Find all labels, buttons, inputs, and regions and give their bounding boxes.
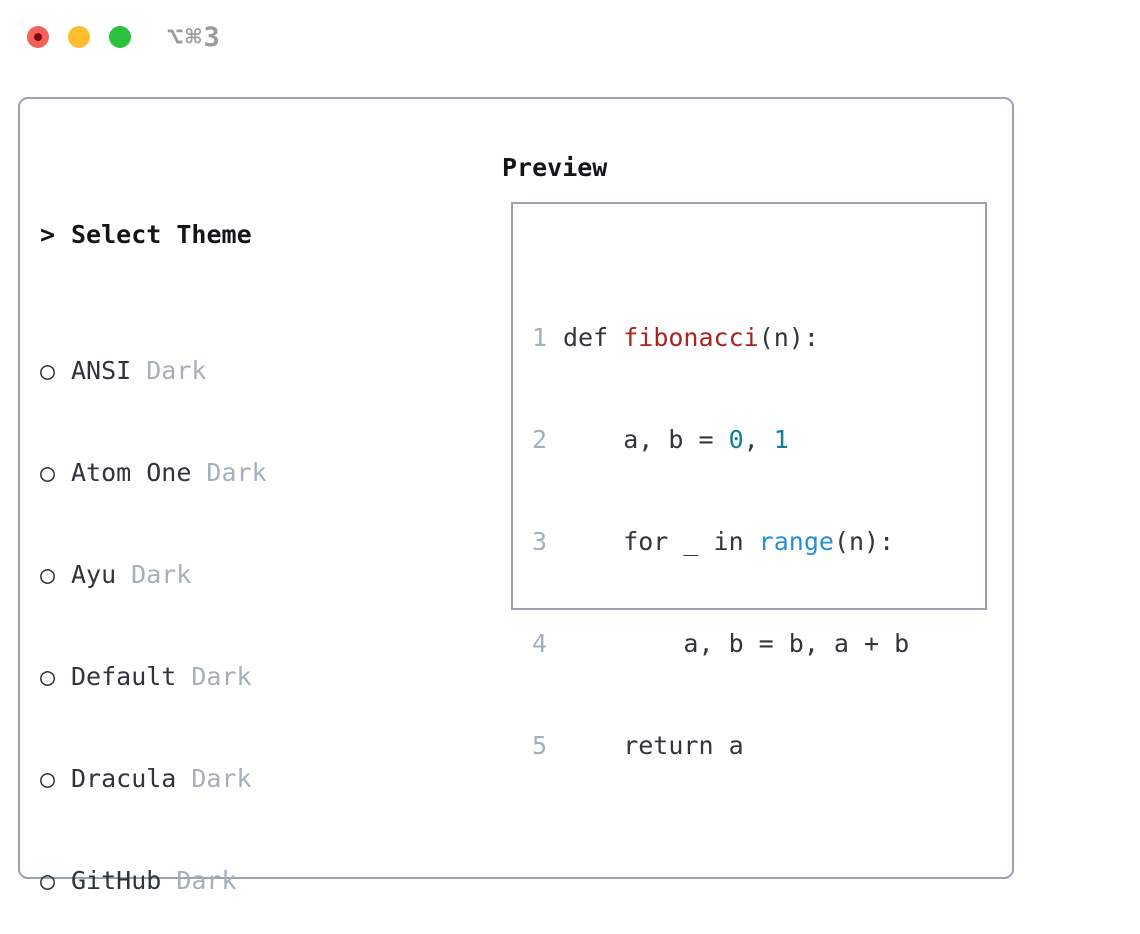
theme-item-default-dark[interactable]: ○ Default Dark (40, 660, 485, 694)
traffic-lights (27, 26, 150, 48)
number-token: 0 (728, 425, 744, 454)
theme-variant: Dark (131, 560, 192, 589)
theme-variant: Dark (191, 764, 252, 793)
select-theme-label: Select Theme (71, 220, 252, 249)
code-line: 1 def fibonacci(n): (532, 321, 969, 355)
line-number: 1 (532, 323, 548, 352)
radio-icon: ○ (40, 458, 56, 487)
code-line: 2 a, b = 0, 1 (532, 423, 969, 457)
code-token: (n): (833, 527, 895, 556)
theme-selector-panel: > Select Theme ○ ANSI Dark ○ Atom One Dark ○ A… (18, 97, 1014, 895)
theme-item-github-dark[interactable]: ○ GitHub Dark (40, 864, 485, 898)
theme-item-atom-one-dark[interactable]: ○ Atom One Dark (40, 456, 485, 490)
code-token: return a (563, 731, 744, 760)
preview-pane: 1 def fibonacci(n): 2 a, b = 0, 1 3 for _… (511, 202, 987, 760)
prompt-caret-icon: > (40, 220, 56, 249)
theme-name: Dracula (71, 764, 177, 793)
theme-item-ayu-dark[interactable]: ○ Ayu Dark (40, 558, 485, 592)
theme-name: ANSI (71, 356, 132, 385)
close-dot-icon (34, 33, 42, 41)
theme-variant: Dark (176, 866, 237, 895)
function-name-token: fibonacci (623, 323, 759, 352)
theme-item-ansi-dark[interactable]: ○ ANSI Dark (40, 354, 485, 388)
theme-name: Default (71, 662, 177, 691)
line-number: 3 (532, 527, 548, 556)
builtin-token: range (758, 527, 834, 556)
radio-icon: ○ (40, 764, 56, 793)
theme-variant: Dark (206, 458, 267, 487)
theme-item-dracula-dark[interactable]: ○ Dracula Dark (40, 762, 485, 796)
theme-name: GitHub (71, 866, 162, 895)
maximize-button[interactable] (109, 26, 131, 48)
code-line-blank (532, 831, 969, 865)
code-token: for _ in (563, 527, 759, 556)
code-token: a, b = (563, 425, 729, 454)
radio-icon: ○ (40, 560, 56, 589)
code-token: a, b = b, a + b (563, 629, 910, 658)
radio-icon: ○ (40, 356, 56, 385)
code-line: 3 for _ in range(n): (532, 525, 969, 559)
preview-header: Preview (502, 153, 608, 182)
theme-variant: Dark (146, 356, 207, 385)
minimize-button[interactable] (68, 26, 90, 48)
code-token: def (563, 323, 624, 352)
theme-name: Atom One (71, 458, 192, 487)
code-line: 4 a, b = b, a + b (532, 627, 969, 661)
code-preview: 1 def fibonacci(n): 2 a, b = 0, 1 3 for _… (532, 253, 969, 934)
window-title: ⌥⌘3 (167, 22, 222, 53)
line-number: 4 (532, 629, 548, 658)
line-number: 2 (532, 425, 548, 454)
code-token: , (743, 425, 774, 454)
line-number: 5 (532, 731, 548, 760)
line-number (532, 831, 563, 865)
select-theme-header: > Select Theme (40, 218, 485, 252)
radio-icon: ○ (40, 662, 56, 691)
number-token: 1 (773, 425, 789, 454)
close-button[interactable] (27, 26, 49, 48)
code-line: 5 return a (532, 729, 969, 763)
theme-name: Ayu (71, 560, 117, 589)
theme-variant: Dark (191, 662, 252, 691)
theme-list: > Select Theme ○ ANSI Dark ○ Atom One Dark ○ A… (40, 150, 485, 934)
titlebar: ⌥⌘3 (0, 0, 1140, 75)
code-token: (n): (758, 323, 819, 352)
radio-icon: ○ (40, 866, 56, 895)
